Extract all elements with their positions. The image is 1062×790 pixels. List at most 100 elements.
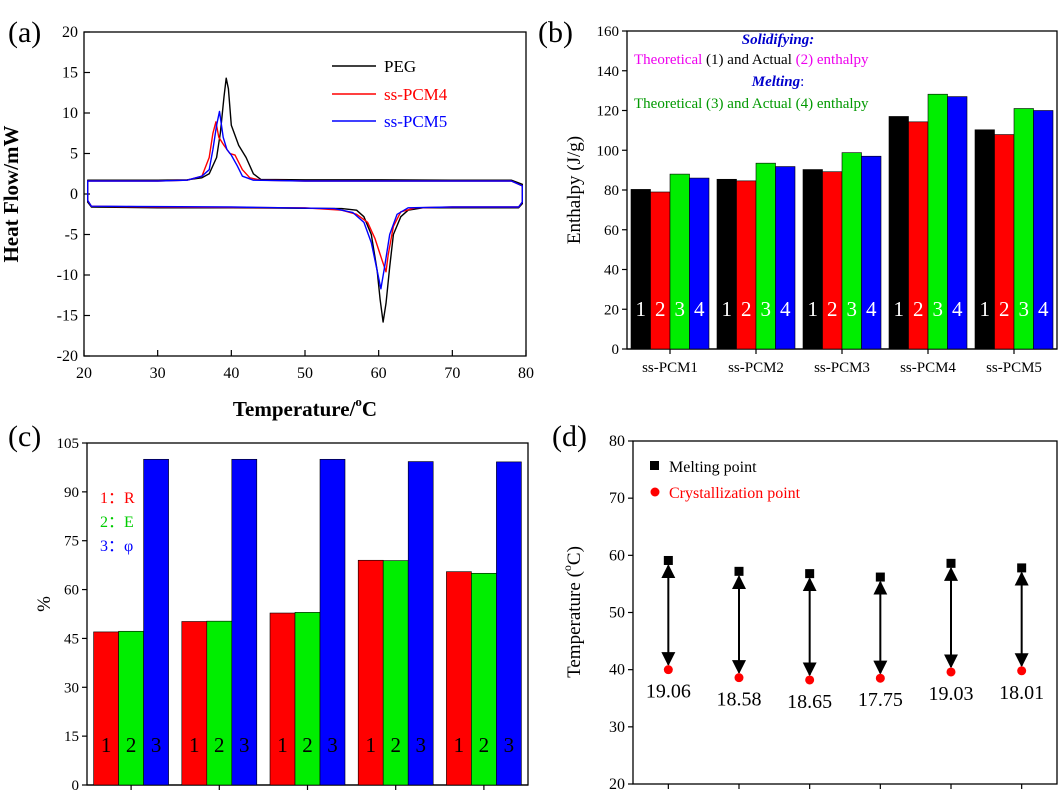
y-tick-label: 20 [62, 24, 78, 41]
x-tick-label: ss-PCM2 [728, 360, 784, 376]
legend-label-crystallization: Crystallization point [669, 485, 801, 502]
legend-label-peg: PEG [384, 57, 416, 76]
melting-point-marker [663, 555, 673, 565]
crystallization-point-marker [805, 675, 815, 685]
x-axis-label: Temperature/oC [233, 394, 377, 421]
line-series [87, 77, 523, 323]
y-tick-label: 40 [609, 662, 625, 679]
bar-label: 2 [302, 733, 313, 757]
y-axis-label: % [34, 596, 55, 612]
panel-c-label: (c) [8, 420, 41, 453]
bar-label: 1 [808, 297, 819, 321]
y-tick-label: 20 [604, 302, 619, 318]
x-tick-label: 30 [150, 365, 166, 382]
bar-label: 3 [327, 733, 338, 757]
legend-label-melting: Melting point [669, 459, 757, 476]
y-tick-label: 0 [72, 778, 80, 790]
series-line-ss-pcm4 [87, 121, 523, 273]
annotation-part: (3) [706, 96, 724, 112]
crystallization-point-marker [734, 673, 744, 683]
y-tick-label: 40 [604, 263, 619, 279]
y-tick-label: 0 [70, 186, 78, 203]
y-tick-label: 140 [597, 64, 620, 80]
bar [319, 458, 346, 786]
bar-label: 4 [866, 297, 877, 321]
y-tick-label: 60 [609, 547, 625, 564]
bar [630, 189, 651, 350]
gap-label: 18.58 [717, 689, 762, 711]
legend-label-e: 2：E [100, 514, 134, 531]
x-tick-label: 20 [76, 365, 92, 382]
bar-label: 2 [741, 297, 752, 321]
y-tick-label: 160 [597, 24, 620, 40]
bar-label: 2 [827, 297, 838, 321]
bar-label: 1 [980, 297, 991, 321]
bar [407, 461, 434, 786]
bar-label: 1 [894, 297, 905, 321]
annotation-part: (4) enthalpy [796, 96, 869, 112]
y-tick-label: 60 [604, 223, 619, 239]
y-axis-label: Temperature (oC) [560, 546, 585, 678]
x-tick-label: 40 [223, 365, 239, 382]
x-tick-label: 60 [371, 365, 387, 382]
panel-b-label: (b) [538, 16, 573, 49]
panel-d: (d) 20304050607080PEGPCM1PCM2PCM3PCM4PCM… [552, 420, 1058, 790]
melting-point-marker [1017, 563, 1027, 573]
bar-label: 1 [277, 733, 288, 757]
bar [446, 571, 472, 786]
legend-marker-crystallization [650, 487, 660, 497]
bar-label: 4 [952, 297, 963, 321]
annotation-part: Theoretical [634, 52, 706, 68]
x-tick-label: 50 [297, 365, 313, 382]
y-tick-label: 0 [612, 342, 620, 358]
bar [802, 169, 823, 350]
y-tick-label: 70 [609, 490, 625, 507]
bar-label: 2 [479, 733, 490, 757]
panel-a-label: (a) [8, 16, 41, 49]
y-tick-label: 5 [70, 146, 78, 163]
bar [947, 96, 968, 350]
y-tick-label: 30 [609, 719, 625, 736]
y-tick-label: -20 [57, 348, 78, 365]
y-tick-label: -10 [57, 267, 78, 284]
x-tick-label: ss-PCM3 [814, 360, 870, 376]
bar-label: 2 [913, 297, 924, 321]
series-line-ss-pcm5 [87, 110, 523, 290]
bar [1033, 110, 1054, 350]
y-tick-label: 20 [609, 776, 625, 790]
crystallization-point-marker [875, 673, 885, 683]
bar [118, 630, 144, 786]
legend-label-ss-pcm4: ss-PCM4 [384, 85, 448, 104]
bar-label: 3 [847, 297, 858, 321]
bar-label: 1 [189, 733, 200, 757]
bar-label: 4 [780, 297, 791, 321]
annotation-solidifying-title: Solidifying: [742, 32, 815, 48]
melting-point-marker [946, 558, 956, 568]
melting-point-marker [875, 572, 885, 582]
gap-label: 17.75 [858, 689, 903, 711]
melting-point-marker [805, 569, 815, 579]
gap-label: 19.06 [646, 681, 691, 703]
crystallization-point-marker [946, 667, 956, 677]
bar [689, 177, 710, 350]
legend: 1：R 2：E 3：φ [100, 490, 135, 555]
y-tick-label: 30 [64, 680, 79, 696]
bar [181, 621, 208, 786]
gap-label: 19.03 [929, 683, 974, 705]
annotation: Solidifying: Theoretical (1) and Actual … [634, 32, 869, 112]
bar [294, 612, 321, 786]
gap-label: 18.65 [787, 691, 832, 713]
y-axis-label: Enthalpy (J/g) [564, 136, 585, 244]
crystallization-point-marker [663, 665, 673, 675]
bar-label: 3 [151, 733, 162, 757]
bar-label: 3 [504, 733, 515, 757]
bar-label: 2 [214, 733, 225, 757]
annotation-part: (2) enthalpy [796, 52, 869, 68]
bar [755, 162, 776, 350]
bar [496, 461, 522, 786]
y-tick-label: 15 [62, 65, 78, 82]
bar-label: 1 [636, 297, 647, 321]
